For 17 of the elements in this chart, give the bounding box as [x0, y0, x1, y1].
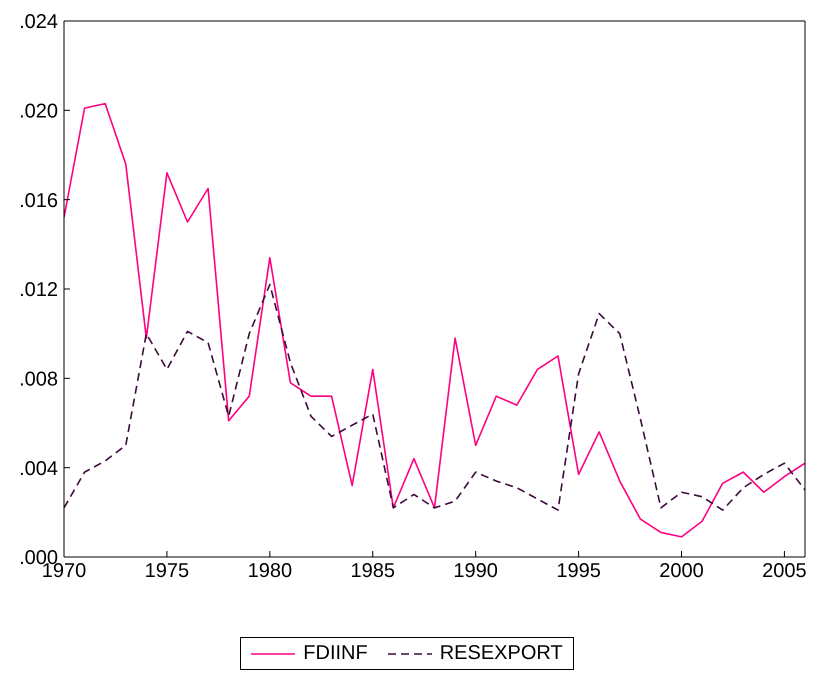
legend-label: FDIINF: [303, 642, 368, 665]
y-tick-label: .004: [19, 458, 58, 480]
y-tick-label: .012: [19, 279, 58, 302]
legend-label: RESEXPORT: [440, 642, 563, 665]
line-series: [64, 102, 805, 538]
x-tick-label: 1975: [144, 560, 190, 582]
x-tick-label: 2000: [659, 560, 704, 582]
x-tick-label: 1980: [248, 560, 292, 582]
y-tick-label: .024: [19, 11, 58, 34]
x-tick-label: 2005: [762, 560, 807, 582]
x-tick-label: 1985: [350, 560, 395, 582]
x-tick-label: 1990: [453, 560, 498, 582]
y-tick-label: .020: [19, 100, 58, 122]
x-tick-label: 1995: [556, 560, 601, 582]
y-tick-label: .008: [19, 368, 58, 390]
line-series: [64, 284, 805, 511]
y-tick-label: .016: [19, 190, 58, 212]
